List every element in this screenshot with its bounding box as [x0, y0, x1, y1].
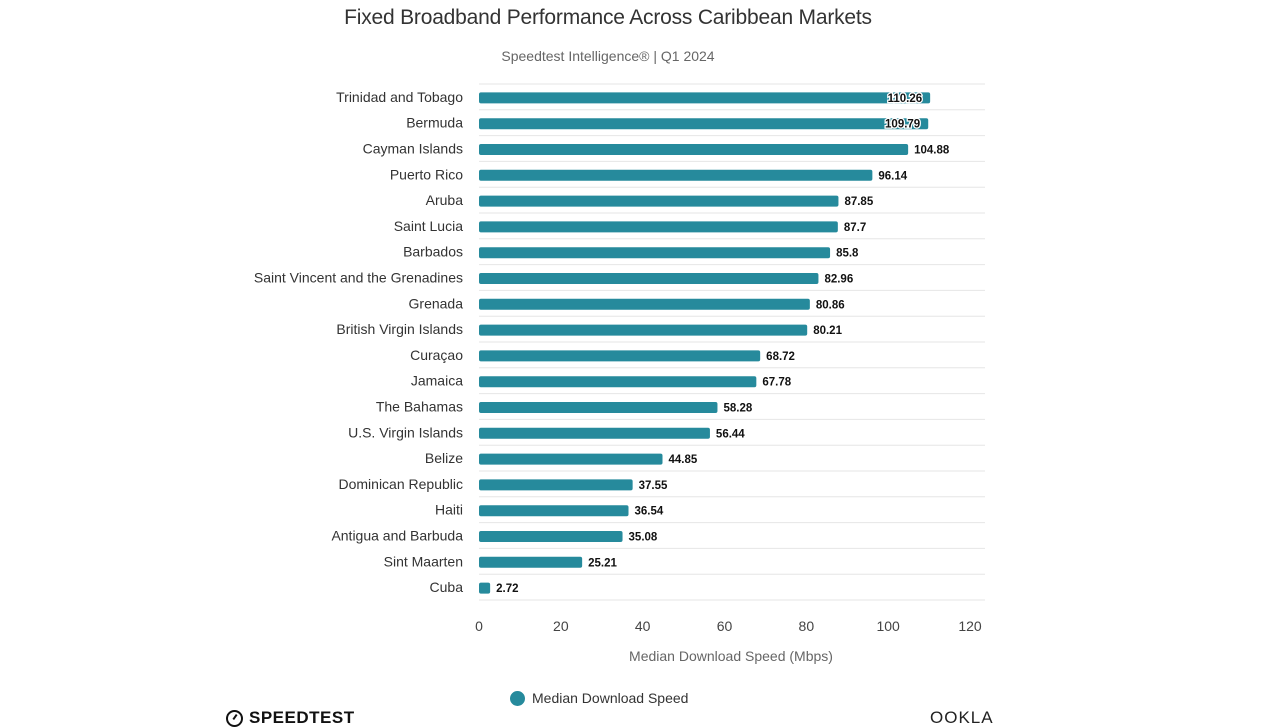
speedtest-logo: SPEEDTEST — [226, 708, 355, 728]
value-label: 35.08 — [629, 532, 658, 544]
value-label: 37.55 — [639, 480, 668, 492]
bar[interactable] — [479, 221, 838, 233]
value-label: 104.88 — [914, 145, 950, 157]
category-label: Haiti — [435, 502, 463, 518]
bar[interactable] — [479, 298, 810, 310]
bar[interactable] — [479, 195, 839, 207]
value-label: 80.86 — [816, 299, 845, 311]
category-label: Curaçao — [410, 347, 463, 363]
category-label: Sint Maarten — [384, 553, 463, 569]
category-label: Cayman Islands — [363, 141, 463, 157]
category-label: Saint Lucia — [394, 218, 463, 234]
category-label: Cuba — [430, 579, 464, 595]
value-label: 87.7 — [844, 222, 866, 234]
category-label: Belize — [425, 450, 463, 466]
category-label: Antigua and Barbuda — [331, 528, 463, 544]
value-label: 67.78 — [762, 377, 791, 389]
category-label: Grenada — [409, 295, 464, 311]
value-label: 85.8 — [836, 248, 859, 260]
speedtest-logo-text: SPEEDTEST — [249, 708, 355, 727]
ookla-logo: OOKLA — [930, 708, 994, 727]
bar[interactable] — [479, 273, 819, 284]
bar[interactable] — [479, 479, 633, 491]
x-tick-label: 80 — [799, 618, 815, 634]
x-tick-label: 0 — [475, 618, 483, 634]
bars — [479, 92, 931, 594]
bar-chart: Trinidad and Tobago Bermuda Cayman Islands… — [254, 83, 985, 664]
speedometer-icon — [226, 709, 243, 727]
bar[interactable] — [479, 350, 761, 362]
value-label: 2.72 — [496, 583, 518, 595]
bar[interactable] — [479, 402, 718, 413]
x-tick-label: 120 — [958, 618, 982, 634]
value-labels: 110.26 109.79 104.88 96.14 87.85 87.7 85.8 82.9… — [496, 92, 950, 595]
bar[interactable] — [479, 582, 491, 594]
bar[interactable] — [479, 556, 583, 568]
category-label: Aruba — [426, 192, 464, 208]
category-label: Jamaica — [411, 373, 463, 389]
bar[interactable] — [479, 376, 757, 388]
chart-title: Fixed Broadband Performance Across Carib… — [344, 6, 872, 29]
value-label: 80.21 — [813, 325, 842, 337]
bar[interactable] — [479, 324, 808, 336]
value-label: 109.79 — [885, 119, 920, 131]
legend-marker-icon — [510, 690, 525, 706]
value-label: 68.72 — [766, 351, 795, 363]
bar[interactable] — [479, 92, 931, 104]
value-label: 110.26 — [888, 93, 923, 105]
bar[interactable] — [479, 531, 623, 542]
value-label: 96.14 — [878, 170, 907, 182]
value-label: 58.28 — [723, 403, 752, 415]
chart-subtitle: Speedtest Intelligence® | Q1 2024 — [501, 48, 715, 64]
value-label: 36.54 — [635, 506, 664, 518]
category-label: Saint Vincent and the Grenadines — [254, 270, 463, 286]
legend-label: Median Download Speed — [532, 690, 689, 706]
category-labels: Trinidad and Tobago Bermuda Cayman Islands… — [254, 89, 463, 595]
x-axis-ticks: 0 20 40 60 80 100 120 — [475, 618, 982, 634]
value-label: 56.44 — [716, 428, 745, 440]
category-label: Puerto Rico — [390, 166, 463, 182]
bar[interactable] — [479, 169, 873, 181]
value-label: 87.85 — [844, 196, 873, 208]
value-label: 82.96 — [824, 274, 853, 286]
value-label: 25.21 — [588, 557, 617, 569]
value-label: 44.85 — [669, 454, 698, 466]
category-label: Barbados — [403, 244, 463, 260]
bar[interactable] — [479, 144, 909, 155]
category-label: Dominican Republic — [338, 476, 463, 492]
bar[interactable] — [479, 427, 710, 439]
category-label: The Bahamas — [376, 399, 463, 415]
bar[interactable] — [479, 505, 629, 517]
x-tick-label: 40 — [635, 618, 651, 634]
gridlines — [479, 83, 985, 601]
x-tick-label: 60 — [717, 618, 733, 634]
x-axis-title: Median Download Speed (Mbps) — [629, 648, 833, 664]
x-tick-label: 20 — [553, 618, 569, 634]
bar[interactable] — [479, 118, 929, 130]
legend[interactable]: Median Download Speed — [510, 690, 688, 706]
category-label: Trinidad and Tobago — [336, 89, 463, 105]
category-label: British Virgin Islands — [336, 321, 463, 337]
x-tick-label: 100 — [876, 618, 900, 634]
category-label: Bermuda — [406, 115, 463, 131]
bar[interactable] — [479, 453, 663, 465]
category-label: U.S. Virgin Islands — [348, 424, 463, 440]
bar[interactable] — [479, 247, 831, 259]
